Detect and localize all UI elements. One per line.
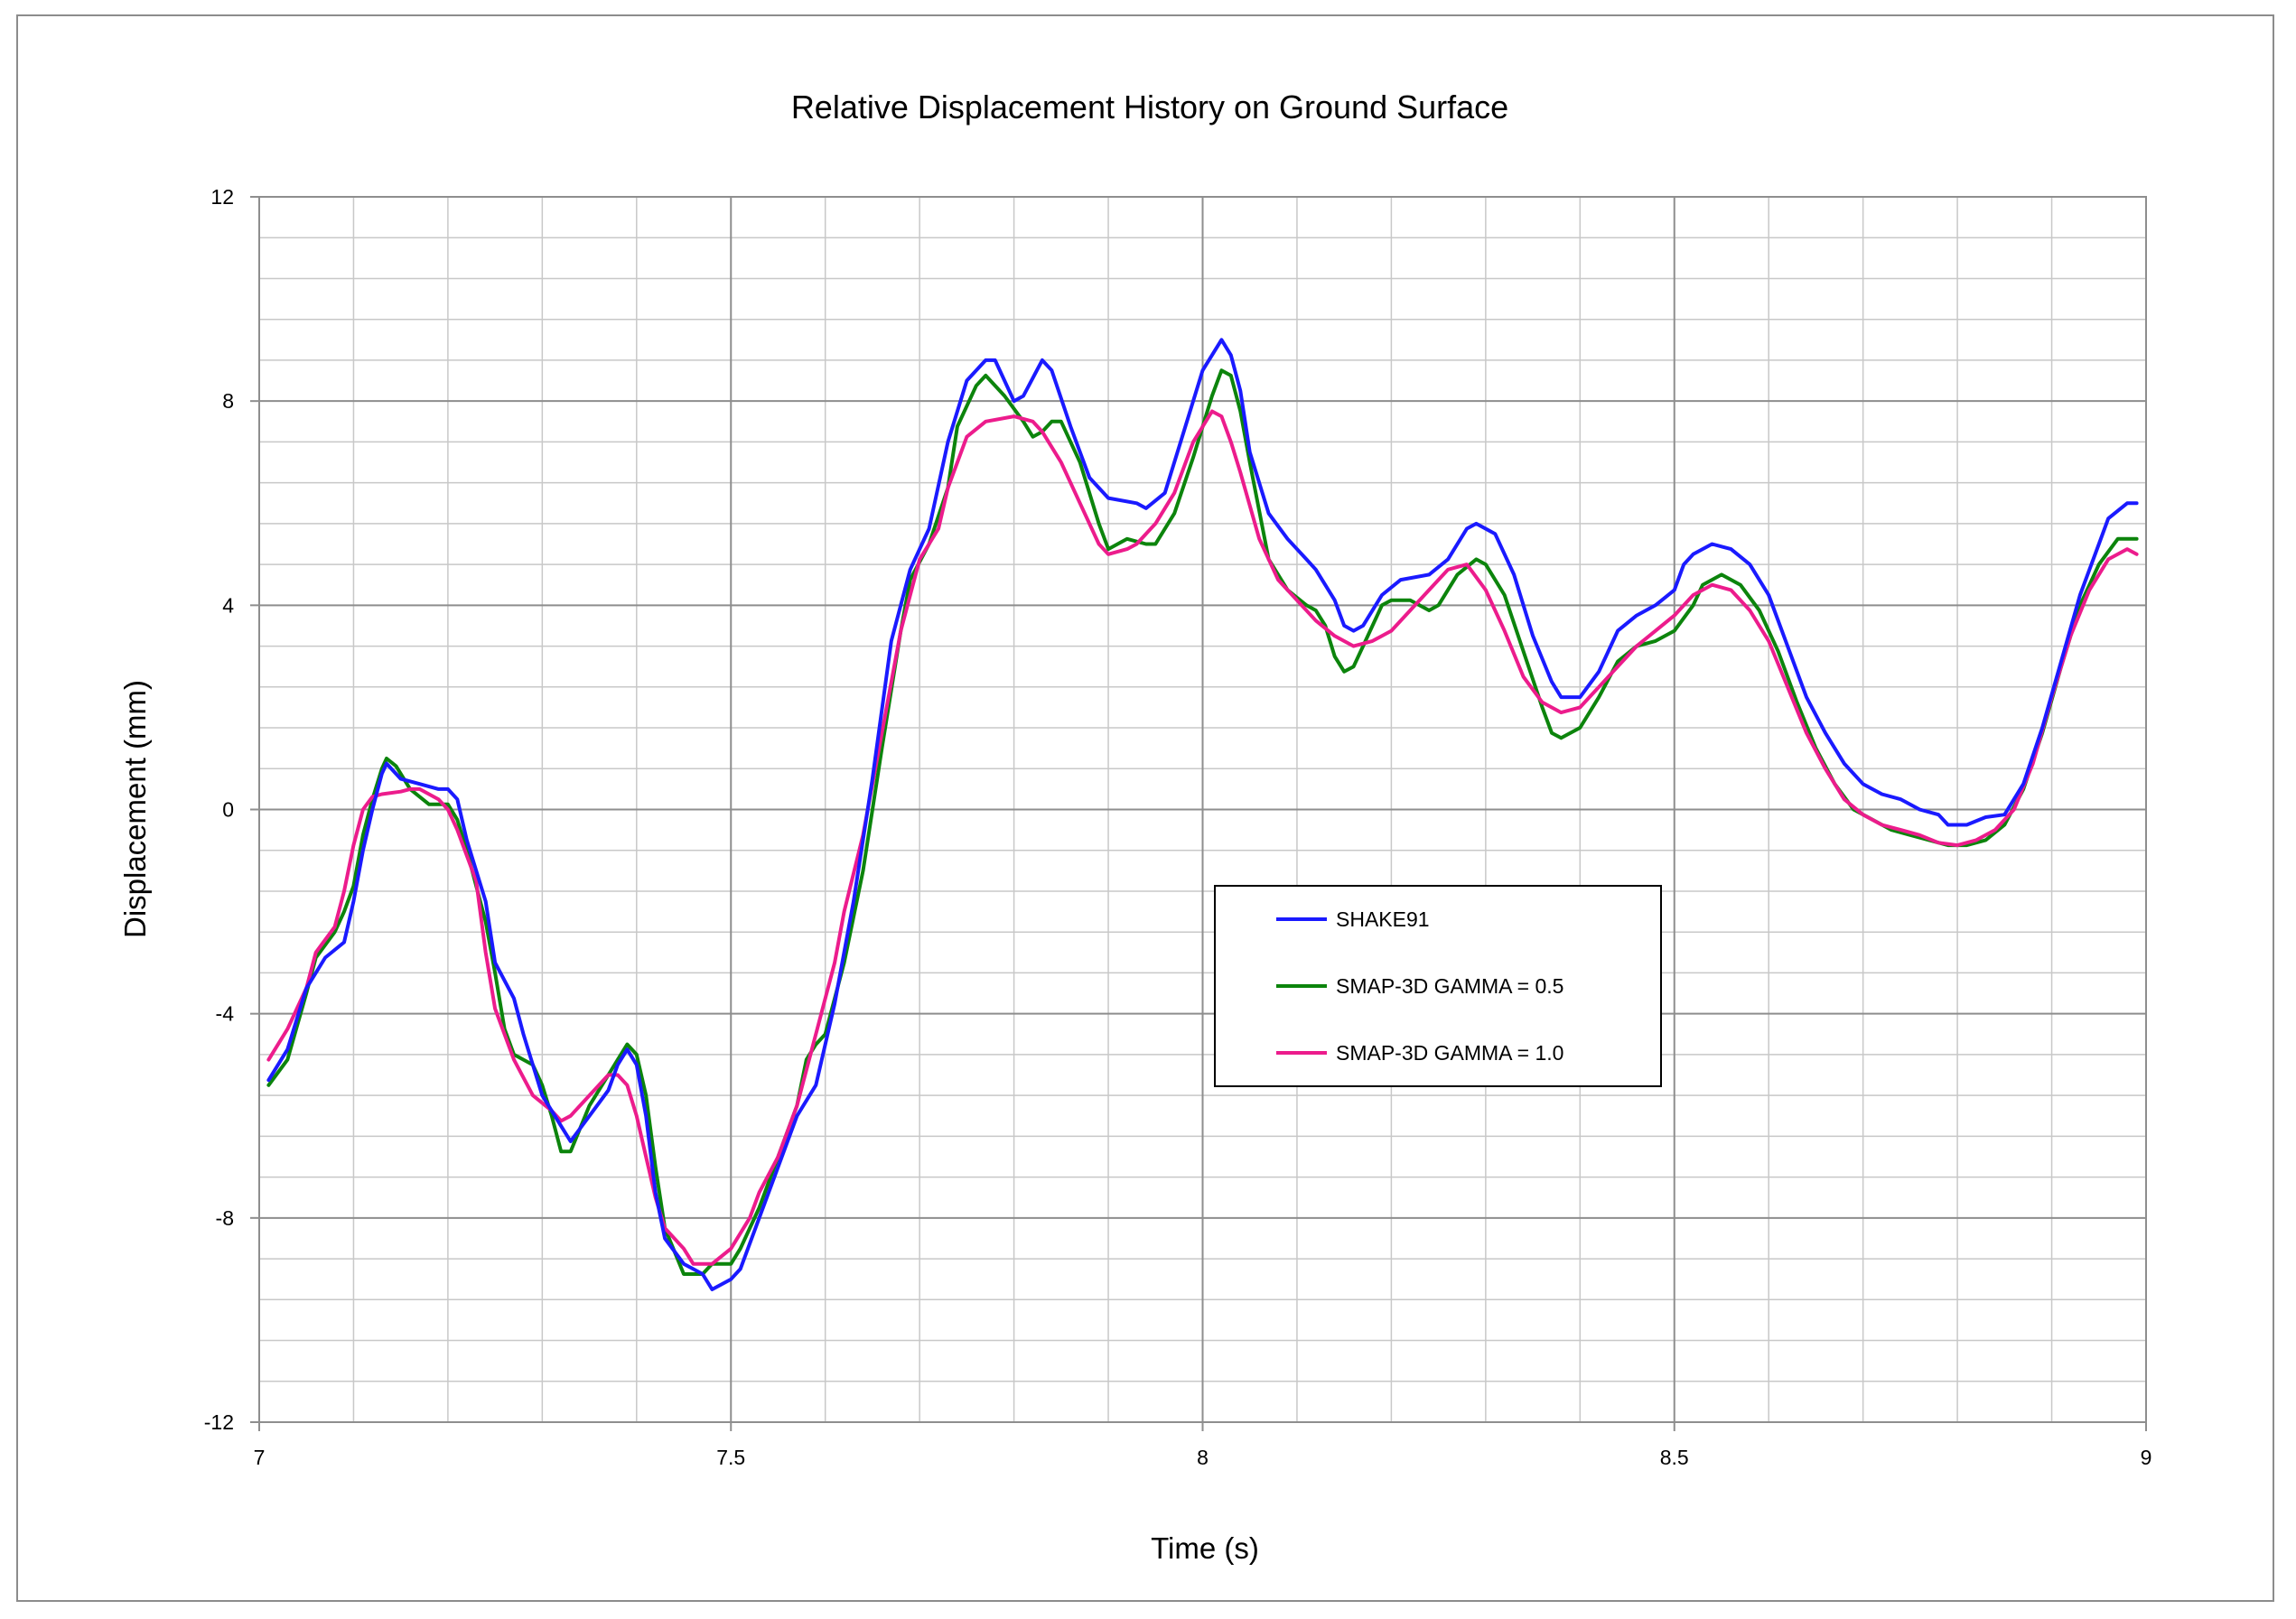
y-tick-label: -12: [204, 1410, 234, 1434]
y-axis-title: Displacement (mm): [118, 680, 152, 938]
x-tick-label: 9: [2141, 1446, 2152, 1469]
y-tick-label: 12: [210, 185, 234, 209]
y-axis: -12 -8 -4 0 4 8 12: [204, 185, 259, 1434]
x-tick-label: 8: [1197, 1446, 1209, 1469]
series-line-0: [266, 338, 2139, 1291]
chart-title: Relative Displacement History on Ground …: [791, 88, 1508, 126]
legend-label: SHAKE91: [1336, 907, 1430, 931]
series-line-2: [266, 409, 2139, 1266]
x-tick-label: 7: [254, 1446, 266, 1469]
series: [266, 338, 2139, 1291]
x-axis: 7 7.5 8 8.5 9: [254, 1422, 2152, 1469]
y-tick-label: 8: [222, 389, 234, 413]
x-tick-label: 7.5: [716, 1446, 745, 1469]
x-axis-title: Time (s): [1151, 1531, 1259, 1565]
legend-label: SMAP-3D GAMMA = 0.5: [1336, 974, 1563, 998]
grid: [258, 196, 2147, 1423]
y-tick-label: -4: [216, 1002, 235, 1026]
y-tick-label: 0: [222, 798, 234, 822]
legend: SHAKE91 SMAP-3D GAMMA = 0.5 SMAP-3D GAMMA …: [1214, 885, 1662, 1087]
y-tick-label: -8: [216, 1206, 234, 1230]
x-tick-label: 8.5: [1660, 1446, 1689, 1469]
y-tick-label: 4: [222, 593, 234, 617]
legend-label: SMAP-3D GAMMA = 1.0: [1336, 1041, 1563, 1065]
